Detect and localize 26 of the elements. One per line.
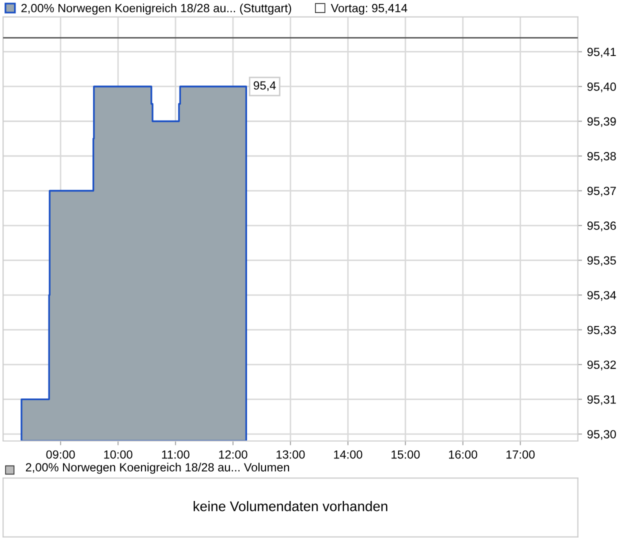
y-tick-label: 95,34	[587, 291, 616, 301]
y-tick-label: 95,32	[587, 360, 616, 370]
ref-line-label: Vortag: 95,414	[330, 4, 408, 15]
y-tick-label: 95,30	[587, 430, 616, 440]
x-tick-label: 15:00	[392, 450, 420, 459]
y-tick-label: 95,40	[587, 82, 616, 92]
y-tick-label: 95,36	[587, 222, 616, 232]
y-tick-label: 95,31	[587, 395, 616, 406]
x-tick-label: 12:00	[219, 450, 248, 459]
data-label: 95,4	[254, 81, 276, 92]
y-tick-label: 95,39	[587, 117, 616, 128]
y-tick-label: 95,37	[587, 186, 616, 197]
x-tick-label: 14:00	[334, 450, 362, 459]
x-tick-label: 11:00	[162, 450, 190, 459]
y-tick-label: 95,35	[587, 256, 616, 266]
y-tick-label: 95,38	[587, 152, 616, 162]
x-tick-label: 13:00	[276, 450, 305, 459]
text: 2,00% Norwegen Koenigreich 18/28 au... Volumen	[26, 462, 290, 474]
y-tick-label: 95,41	[587, 48, 616, 58]
y-tick-label: 95,33	[587, 326, 616, 336]
legend-label: 2,00% Norwegen Koenigreich 18/28 au... (Stuttgart)	[21, 4, 292, 15]
x-tick-label: 10:00	[104, 450, 132, 459]
x-tick-label: 17:00	[506, 450, 535, 459]
text: keine Volumendaten vorhanden	[194, 501, 388, 512]
x-tick-label: 16:00	[449, 450, 478, 459]
x-tick-label: 09:00	[46, 450, 75, 459]
